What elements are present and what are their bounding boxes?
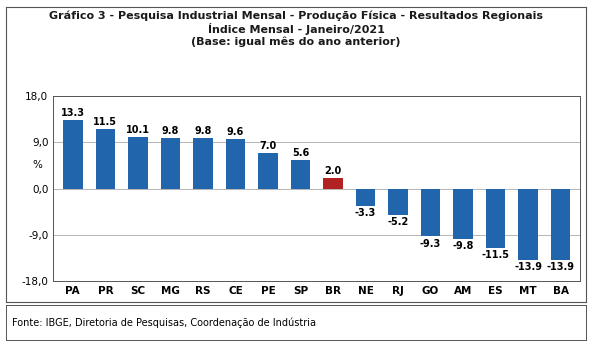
Text: 5.6: 5.6 (292, 148, 309, 158)
Bar (421, 189, 440, 237)
Text: -13.9: -13.9 (514, 262, 542, 272)
Text: Gráfico 3 - Pesquisa Industrial Mensal - Produção Física - Resultados Regionais
: Gráfico 3 - Pesquisa Industrial Mensal -… (49, 10, 543, 47)
Text: 9.8: 9.8 (162, 126, 179, 136)
Bar (258, 153, 278, 189)
Bar (486, 189, 506, 248)
Text: -3.3: -3.3 (355, 208, 376, 218)
Text: Fonte: IBGE, Diretoria de Pesquisas, Coordenação de Indústria: Fonte: IBGE, Diretoria de Pesquisas, Coo… (12, 317, 316, 328)
Text: 9.6: 9.6 (227, 127, 244, 137)
Bar (356, 189, 375, 206)
Text: 9.8: 9.8 (194, 126, 211, 136)
Text: -9.3: -9.3 (420, 239, 441, 249)
Text: 2.0: 2.0 (324, 166, 342, 176)
Bar (453, 189, 473, 239)
Text: -13.9: -13.9 (546, 262, 575, 272)
Text: -11.5: -11.5 (482, 250, 510, 260)
Text: 11.5: 11.5 (94, 117, 117, 128)
Bar (63, 120, 82, 189)
Text: -5.2: -5.2 (387, 217, 408, 227)
Bar (95, 130, 115, 189)
Bar (551, 189, 571, 260)
Text: -9.8: -9.8 (452, 241, 474, 251)
Text: 10.1: 10.1 (126, 125, 150, 135)
Bar (128, 137, 147, 189)
Text: 7.0: 7.0 (259, 141, 276, 151)
Text: 13.3: 13.3 (61, 108, 85, 118)
Bar (388, 189, 408, 215)
Text: %: % (32, 161, 42, 170)
Bar (519, 189, 538, 260)
Bar (226, 139, 245, 189)
Bar (291, 160, 310, 189)
Bar (160, 138, 180, 189)
Bar (193, 138, 213, 189)
Bar (323, 178, 343, 189)
